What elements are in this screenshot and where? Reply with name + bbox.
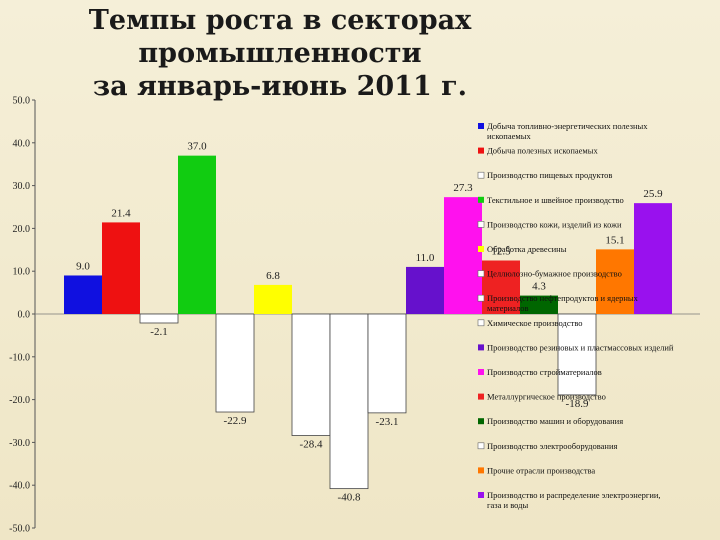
bar-7 [291,313,331,436]
data-label-4: 37.0 [187,141,207,153]
data-label-14: -18.9 [566,398,589,410]
legend-label-5: Производство кожи, изделий из кожи [487,219,622,229]
legend-label-2: Добыча полезных ископаемых [487,146,599,156]
data-label-5: -22.9 [224,415,247,427]
bar-13 [520,295,558,314]
legend-swatch-2 [478,147,484,154]
y-tick-label: -30.0 [9,438,30,449]
legend-swatch-9 [477,319,485,327]
bar-11 [444,197,482,314]
legend-label-9: Химическое производство [487,318,583,328]
legend-swatch-5 [477,221,485,228]
y-tick-label: 20.0 [13,224,31,235]
bar-9 [367,313,407,414]
y-tick-label: -40.0 [9,481,30,492]
legend-label-6: Обработка древесины [487,244,567,254]
legend-swatch-10 [478,344,484,351]
bar-12 [482,260,520,314]
data-label-15: 15.1 [605,234,624,246]
legend-swatch-15 [478,467,484,474]
legend-swatch-1 [478,123,484,129]
legend-label-4: Текстильное и швейное производство [487,195,624,205]
y-tick-label: 30.0 [13,181,31,192]
chart-title: Темпы роста в секторах промышленности за… [0,4,560,103]
legend-label-16: Производство и распределение электроэнер… [487,490,661,510]
y-tick-label: 40.0 [13,138,31,149]
legend-label-11: Производство стройматериалов [487,367,602,377]
legend-swatch-7 [477,270,485,277]
legend-label-7: Целлюлозно-бумажное производство [487,269,622,279]
data-label-3: -2.1 [150,326,167,338]
y-tick-label: 0.0 [18,310,31,321]
bar-4 [178,155,216,314]
y-tick-label: 50.0 [13,96,31,107]
legend-label-1: Добыча топливно-энергетических полезных и… [487,121,648,141]
legend-label-14: Производство электрооборудования [487,441,618,451]
legend-label-13: Производство машин и оборудования [487,416,623,426]
data-label-13: 4.3 [532,281,546,293]
data-label-1: 9.0 [76,260,90,272]
data-label-2: 21.4 [111,207,131,219]
chart-title-line1: Темпы роста в секторах промышленности [88,5,472,69]
data-label-16: 25.9 [643,188,663,200]
legend-label-8: Производство нефтепродуктов и ядерных мат… [487,293,639,313]
data-label-9: -23.1 [376,416,399,428]
legend-label-10: Производство резиновых и пластмассовых и… [487,342,674,352]
y-tick-label: -20.0 [9,395,30,406]
legend-swatch-11 [478,369,484,375]
data-label-7: -28.4 [300,439,323,451]
y-tick-label: 10.0 [13,267,31,278]
bar-10 [406,266,444,314]
chart-title-line2: за январь-июнь 2011 г. [92,71,468,102]
data-labels: 9.0 21.4 -2.1 37.0 -22.9 6.8 -28.4 -40.8 -23.1 11… [76,141,663,504]
legend-swatch-3 [477,171,485,179]
bars [64,155,672,490]
data-label-8: -40.8 [338,492,361,504]
bar-3 [139,313,179,324]
y-tick-label: -50.0 [9,524,30,535]
data-label-11: 27.3 [453,182,473,194]
bar-5 [215,313,255,413]
bar-6 [254,284,292,314]
data-label-10: 11.0 [416,252,435,264]
legend-swatch-16 [478,492,484,498]
bar-14 [557,313,597,396]
legend: Добыча топливно-энергетических полезных и… [477,121,674,510]
y-tick-label: -10.0 [9,352,30,363]
legend-swatch-13 [478,418,484,425]
legend-swatch-12 [478,393,484,400]
legend-label-3: Производство пищевых продуктов [487,170,612,180]
bar-16 [634,203,672,314]
legend-label-15: Прочие отрасли производства [487,465,595,475]
legend-label-12: Металлургическое производство [487,392,606,402]
bar-8 [329,313,369,490]
legend-swatch-8 [477,294,485,302]
legend-swatch-14 [477,442,485,450]
data-label-6: 6.8 [266,270,280,282]
bar-2 [102,222,140,314]
legend-swatch-6 [478,246,484,252]
bar-1 [64,275,102,314]
data-label-12: 12.5 [491,246,511,258]
legend-swatch-4 [478,196,484,203]
bar-15 [596,249,634,314]
